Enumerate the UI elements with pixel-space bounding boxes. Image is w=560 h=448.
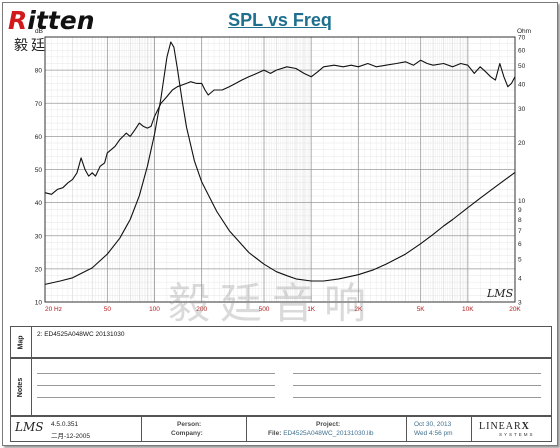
x-tick-label: 2K [354,306,363,313]
y-left-tick-label: 70 [35,101,43,108]
notes-line [37,385,275,386]
notes-line [293,397,541,398]
y-right-tick-label: 50 [518,63,526,70]
footer-project-cell: Project: File: ED4525A048WC_20131030.lib [246,417,407,441]
notes-line [293,385,541,386]
linearx-subtitle: SYSTEMS [499,432,535,437]
time-text: Wed 4:56 pm [414,430,453,437]
x-tick-label: 5K [417,306,426,313]
y-right-tick-label: 70 [518,35,526,42]
notes-line [37,373,275,374]
x-tick-label: 100 [149,306,160,313]
x-tick-label: 10K [462,306,474,313]
notes-side-label: Notes [11,359,32,415]
notes-line [293,373,541,374]
y-right-tick-label: 4 [518,275,522,282]
y-right-tick-label: 30 [518,106,526,113]
plot-frame [44,36,516,303]
x-tick-label: 20 Hz [45,306,62,313]
file-value: ED4525A048WC_20131030.lib [283,430,374,437]
watermark-text: 毅廷音响 [168,279,377,328]
impedance-curve [44,41,516,285]
company-label: Company: [171,430,203,437]
chart-title: SPL vs Freq [228,10,332,30]
y-right-tick-label: 60 [518,47,526,54]
logo-wordmark: Ritten [8,6,95,35]
person-label: Person: [177,421,202,428]
file-line: File: ED4525A048WC_20131030.lib [268,430,374,437]
map-side-label: Map [11,327,32,357]
spl-curve [44,59,516,195]
footer-person-cell: Person: Company: [141,417,247,441]
spl-impedance-chart: 20 Hz 50 100 200 500 1K 2K 5K 10K 20K 10 20 30 40 50 60… [35,28,531,313]
file-label: File: [268,430,282,437]
x-tick-label: 200 [196,306,207,313]
linearx-logo: LINEARX [479,421,530,432]
y-right-tick-label: 8 [518,217,522,224]
y-right-tick-label: 7 [518,228,522,235]
lms-plot-mark: LMS [487,287,514,300]
version-text: 4.5.0.351 [51,421,79,428]
x-tick-label: 50 [104,306,112,313]
x-tick-label: 20K [509,306,521,313]
y-left-tick-label: 40 [35,200,43,207]
footer-panel: LMS 4.5.0.351 二月-12-2005 Person: Company… [10,416,552,442]
y-right-tick-label: 6 [518,241,522,248]
notes-line [37,397,275,398]
date-text: Oct 30, 2013 [414,421,452,428]
map-panel: Map 2: ED4525A048WC 20131030 [10,326,552,358]
y-left-tick-label: 60 [35,134,43,141]
footer-date-cell: Oct 30, 2013 Wed 4:56 pm [406,417,472,441]
y-left-tick-label: 80 [35,68,43,75]
y-right-tick-label: 5 [518,257,522,264]
y-left-tick-label: 10 [35,300,43,307]
y-right-tick-label: 10 [518,198,526,205]
version-date-text: 二月-12-2005 [51,433,91,440]
lms-footer-logo: LMS [15,420,44,434]
y-right-tick-label: 40 [518,82,526,89]
project-label: Project: [316,421,341,428]
x-tick-label: 500 [259,306,270,313]
y-left-tick-label: 30 [35,233,43,240]
y-left-tick-label: 50 [35,167,43,174]
map-entry: 2: ED4525A048WC 20131030 [37,331,125,338]
y-right-unit-label: Ohm [517,28,531,35]
notes-panel: Notes [10,358,552,416]
y-left-unit-label: dB [35,28,43,35]
y-right-tick-label: 3 [518,300,522,307]
y-right-tick-label: 9 [518,207,522,214]
x-tick-label: 1K [307,306,316,313]
y-left-tick-label: 20 [35,266,43,273]
y-right-tick-label: 20 [518,140,526,147]
footer-version-cell: LMS 4.5.0.351 二月-12-2005 [11,417,142,441]
